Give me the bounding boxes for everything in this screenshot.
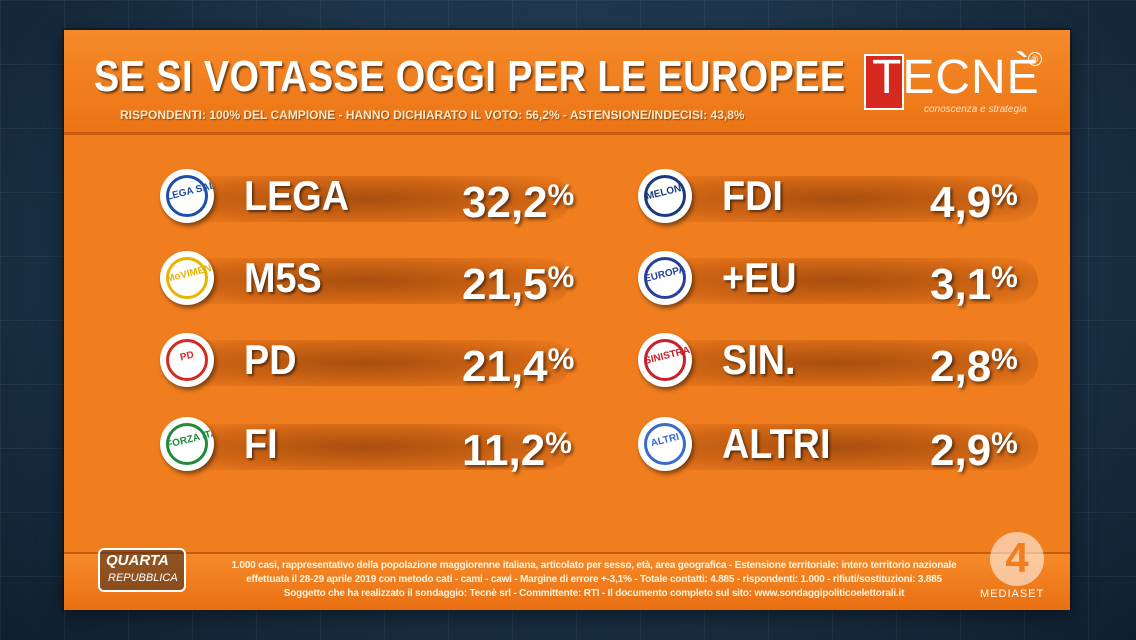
row-background [638, 258, 1038, 304]
party-percentage: 2,8% [930, 330, 1018, 397]
value-number: 11,2 [462, 426, 546, 475]
fdi-logo: MELONI [638, 169, 692, 223]
eu-logo: EUROPA [638, 251, 692, 305]
percent-sign: % [991, 343, 1018, 376]
logo-ring [644, 257, 686, 299]
logo-ring [166, 423, 208, 465]
percent-sign: % [545, 427, 572, 460]
logo-ring [644, 339, 686, 381]
value-number: 2,9 [930, 426, 992, 475]
footer-line: effettuata il 28-29 aprile 2019 con meto… [246, 574, 942, 585]
row-background [638, 176, 1038, 222]
methodology-footer: 1.000 casi, rappresentativo della popola… [64, 552, 1070, 610]
party-row: FORZA ITALIA FI 11,2% [160, 414, 572, 481]
channel-number: 4 [1005, 534, 1029, 581]
footer-line: 1.000 casi, rappresentativo della popola… [231, 560, 957, 571]
value-number: 21,5 [462, 260, 548, 309]
percent-sign: % [991, 427, 1018, 460]
value-number: 4,9 [930, 178, 992, 227]
party-name: FDI [722, 172, 783, 219]
logo-text: TECNÈ [872, 51, 1040, 104]
party-percentage: 2,9% [930, 414, 1018, 481]
party-name: SIN. [722, 336, 796, 383]
value-number: 32,2 [462, 178, 548, 227]
page-title: SE SI VOTASSE OGGI PER LE EUROPEE [94, 52, 846, 101]
poll-panel: SE SI VOTASSE OGGI PER LE EUROPEE RISPON… [64, 30, 1070, 610]
value-number: 2,8 [930, 342, 992, 391]
show-logo: QUARTA REPUBBLICA [98, 548, 186, 592]
logo-ring [644, 175, 686, 217]
channel-logo: 4 [990, 532, 1044, 586]
pd-logo: PD [160, 333, 214, 387]
party-name: +EU [722, 254, 797, 301]
lega-logo: LEGA SALVINI [160, 169, 214, 223]
channel-name: MEDIASET [980, 588, 1045, 600]
value-number: 3,1 [930, 260, 992, 309]
party-name: PD [244, 336, 297, 383]
party-row: PD PD 21,4% [160, 330, 574, 394]
logo-tagline: conoscenza e strategia [924, 104, 1027, 115]
party-row: SINISTRA SIN. 2,8% [638, 330, 1038, 394]
percent-sign: % [991, 261, 1018, 294]
logo-red-box [864, 54, 904, 110]
row-background [638, 340, 1038, 386]
percent-sign: % [547, 343, 575, 376]
registered-icon: ® [1028, 52, 1042, 66]
row-background [638, 424, 1038, 470]
subtitle: RISPONDENTI: 100% DEL CAMPIONE - HANNO D… [120, 108, 745, 122]
row-background [160, 424, 570, 470]
percent-sign: % [547, 261, 575, 294]
party-percentage: 3,1% [930, 248, 1018, 315]
party-percentage: 21,5% [462, 248, 574, 315]
logo-ring [644, 423, 686, 465]
party-row: MELONI FDI 4,9% [638, 166, 1038, 230]
party-name: FI [244, 420, 278, 467]
percent-sign: % [547, 179, 575, 212]
row-background [160, 340, 570, 386]
m5s-logo: MoVIMENTO [160, 251, 214, 305]
party-row: ALTRI ALTRI 2,9% [638, 414, 1038, 478]
logo-ring [166, 257, 208, 299]
sinistra-logo: SINISTRA [638, 333, 692, 387]
header: SE SI VOTASSE OGGI PER LE EUROPEE RISPON… [64, 30, 1070, 135]
row-background [160, 176, 570, 222]
party-name: LEGA [244, 172, 350, 219]
party-percentage: 21,4% [462, 330, 574, 397]
fi-logo: FORZA ITALIA [160, 417, 214, 471]
party-row: MoVIMENTO M5S 21,5% [160, 248, 574, 312]
value-number: 21,4 [462, 342, 548, 391]
party-percentage: 32,2% [462, 166, 574, 233]
party-percentage: 11,2% [462, 414, 572, 481]
logo-ring [166, 175, 208, 217]
row-background [160, 258, 570, 304]
footer-line: Soggetto che ha realizzato il sondaggio:… [283, 588, 905, 599]
tecne-logo: TECNÈ ® conoscenza e strategia [864, 51, 1044, 116]
percent-sign: % [991, 179, 1018, 212]
party-percentage: 4,9% [930, 166, 1018, 233]
altri-logo: ALTRI [638, 417, 692, 471]
party-row: LEGA SALVINI LEGA 32,2% [160, 166, 574, 230]
logo-ring [166, 339, 208, 381]
party-name: M5S [244, 254, 322, 301]
party-name: ALTRI [722, 420, 831, 467]
show-name-sub: REPUBBLICA [108, 572, 178, 584]
show-name: QUARTA [106, 552, 169, 569]
party-row: EUROPA +EU 3,1% [638, 248, 1038, 312]
